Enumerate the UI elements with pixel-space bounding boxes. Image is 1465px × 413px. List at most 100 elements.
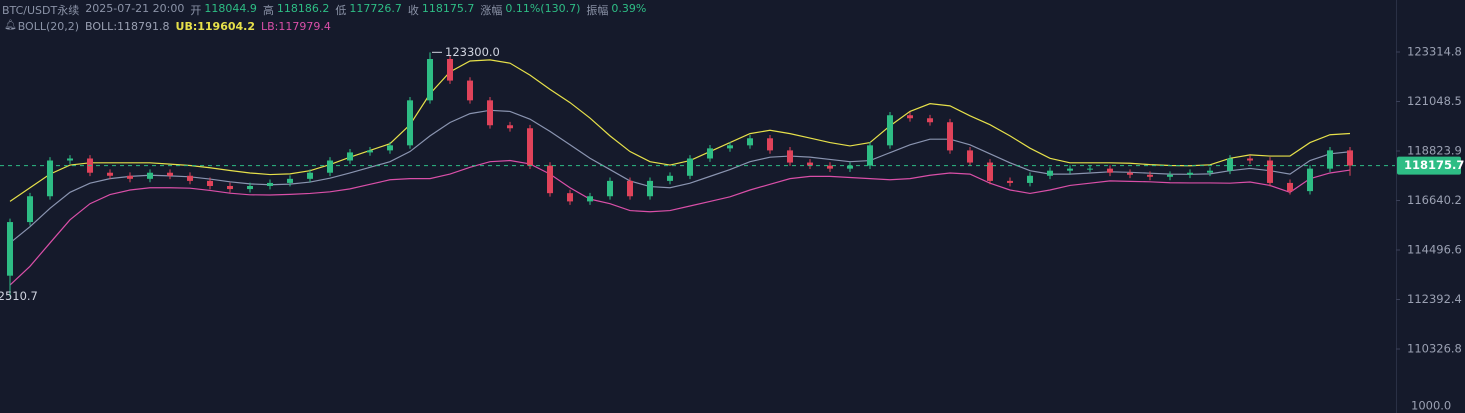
indicator-value: LB:117979.4 — [261, 20, 331, 33]
candle-body — [347, 152, 353, 161]
candle-body — [267, 182, 273, 186]
candle-body — [867, 145, 873, 166]
ohlc-header: BTC/USDT永续 2025-07-21 20:00 开 118044.9 高 11… — [2, 2, 646, 18]
ohlc-label: 收 — [407, 4, 419, 17]
y-tick-label: 116640.2 — [1407, 193, 1462, 207]
candle-body — [1307, 168, 1313, 192]
candle-body — [527, 128, 533, 166]
candle-body — [807, 162, 813, 166]
ohlc-value: 0.39% — [611, 2, 647, 15]
bollinger-band — [9, 159, 1351, 286]
candle-body — [1067, 168, 1073, 171]
min-label: 112510.7 — [0, 289, 38, 303]
datetime: 2025-07-21 20:00 — [85, 2, 185, 15]
candle-body — [107, 172, 113, 176]
y-tick-label: 121048.5 — [1407, 94, 1462, 108]
candle-body — [787, 150, 793, 163]
candle-body — [327, 160, 333, 173]
candle-body — [747, 138, 753, 146]
candle-body — [1207, 170, 1213, 173]
bottom-axis-label: 1000.0 — [1411, 399, 1451, 413]
max-label: 123300.0 — [445, 45, 500, 59]
candle-body — [1327, 150, 1333, 169]
y-tick-label: 112392.4 — [1407, 292, 1462, 306]
candle-body — [547, 165, 553, 194]
indicator-values: BOLL:118791.8 UB:119604.2 LB:117979.4 — [85, 20, 331, 33]
candle-body — [147, 172, 153, 179]
candle-body — [707, 148, 713, 159]
candle-body — [1347, 150, 1353, 166]
candle-body — [367, 150, 373, 153]
candle-body — [967, 150, 973, 163]
candle-body — [1247, 158, 1253, 161]
candle-body — [467, 80, 473, 101]
candle-body — [207, 180, 213, 186]
ohlc-item: 开 118044.9 — [190, 2, 257, 18]
ohlc-value: 118044.9 — [204, 2, 257, 15]
indicator-value: UB:119604.2 — [175, 20, 255, 33]
candle-body — [907, 115, 913, 119]
y-tick-label: 123314.8 — [1407, 44, 1462, 58]
candle-body — [587, 196, 593, 202]
candle-body — [227, 185, 233, 190]
candle-body — [567, 193, 573, 202]
ohlc-item: 高 118186.2 — [263, 2, 330, 18]
candle-body — [887, 115, 893, 146]
ohlc-label: 振幅 — [586, 4, 609, 17]
indicator-name: BOLL(20,2) — [17, 20, 80, 33]
candle-body — [947, 122, 953, 151]
ohlc-values: 开 118044.9 高 118186.2 低 117726.7 收 118175.7 涨幅 0.… — [190, 2, 646, 18]
indicator-value: BOLL:118791.8 — [85, 20, 170, 33]
candle-body — [667, 175, 673, 181]
bollinger-band — [9, 59, 1351, 202]
candle-body — [1087, 168, 1093, 170]
candle-body — [287, 178, 293, 183]
candle-body — [387, 145, 393, 151]
candle-body — [1007, 180, 1013, 183]
candle-body — [1267, 160, 1273, 183]
candle-body — [67, 158, 73, 161]
ohlc-value: 0.11%(130.7) — [505, 2, 581, 15]
candle-body — [827, 165, 833, 169]
candle-body — [1127, 172, 1133, 175]
indicator-header: 🔔︎ BOLL(20,2) BOLL:118791.8 UB:119604.2 LB… — [4, 20, 331, 33]
candle-body — [687, 158, 693, 176]
candle-body — [447, 59, 453, 81]
candle-body — [987, 162, 993, 181]
candle-body — [1187, 172, 1193, 175]
bollinger-band — [9, 109, 1351, 244]
candle-body — [307, 172, 313, 179]
candle-body — [1287, 182, 1293, 192]
ohlc-item: 涨幅 0.11%(130.7) — [480, 2, 580, 18]
last-price-box — [1397, 156, 1461, 175]
candle-body — [1147, 174, 1153, 177]
candle-body — [487, 100, 493, 126]
candle-body — [47, 160, 53, 197]
candle-body — [507, 125, 513, 129]
ohlc-value: 118175.7 — [421, 2, 475, 15]
ohlc-label: 涨幅 — [480, 4, 503, 17]
candle-body — [127, 175, 133, 179]
y-tick-label: 114496.6 — [1407, 243, 1462, 257]
candle-body — [1227, 158, 1233, 171]
candle-body — [407, 100, 413, 146]
candle-body — [847, 165, 853, 169]
candle-body — [27, 196, 33, 223]
ohlc-label: 开 — [190, 4, 202, 17]
symbol: BTC/USDT永续 — [2, 4, 80, 17]
candle-body — [247, 185, 253, 190]
candle-body — [1047, 170, 1053, 176]
y-tick-label: 118823.9 — [1407, 144, 1462, 158]
candle-body — [7, 222, 13, 276]
bell-icon: 🔔︎ — [4, 20, 17, 31]
y-tick-label: 110326.8 — [1407, 342, 1462, 356]
ohlc-value: 118186.2 — [276, 2, 330, 15]
candle-body — [607, 180, 613, 197]
candle-body — [767, 138, 773, 151]
candle-body — [927, 118, 933, 123]
candle-body — [187, 175, 193, 181]
candle-body — [1167, 174, 1173, 177]
ohlc-item: 低 117726.7 — [335, 2, 402, 18]
